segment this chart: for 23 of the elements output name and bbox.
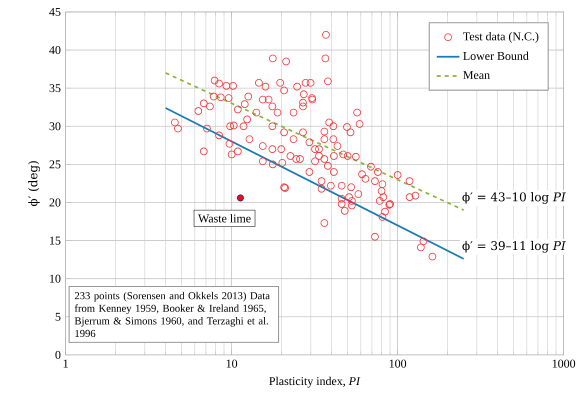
legend-label: Mean bbox=[463, 71, 490, 80]
y-tick-label: 25 bbox=[50, 160, 60, 169]
y-tick-label: 40 bbox=[49, 46, 60, 54]
annotation: ϕ′ = 39–11 log PI bbox=[462, 241, 566, 253]
annotation: ϕ′ = 43–10 log PI bbox=[462, 192, 566, 204]
y-tick-label: 35 bbox=[50, 84, 60, 92]
series-label: Waste lime bbox=[198, 214, 251, 223]
y-tick-label: 30 bbox=[50, 122, 60, 130]
x-tick-label: 1 bbox=[64, 360, 68, 368]
y-tick-label: 20 bbox=[50, 198, 60, 207]
y-tick-label: 5 bbox=[56, 313, 60, 321]
annotation: 233 points (Sorensen and Okkels 2013) Data from Kenney 1959, Booker & Ireland 1965, Bjerrum & Simons 1960, and Terzaghi et al. 1996 bbox=[74, 292, 270, 338]
y-tick-label: 10 bbox=[50, 274, 60, 283]
y-tick-label: 0 bbox=[55, 351, 60, 360]
y-tick-label: 15 bbox=[50, 236, 60, 245]
y-axis-title: ϕ′ (deg) bbox=[28, 161, 40, 206]
y-tick-label: 45 bbox=[49, 8, 60, 16]
legend-label: Test data (N.C.) bbox=[463, 32, 538, 44]
legend-label: Lower Bound bbox=[463, 52, 529, 60]
x-axis-title: Plasticity index, PI bbox=[269, 376, 360, 388]
x-tick-label: 10 bbox=[226, 360, 238, 368]
x-tick-label: 100 bbox=[390, 360, 406, 368]
x-tick-label: 1000 bbox=[552, 360, 576, 368]
